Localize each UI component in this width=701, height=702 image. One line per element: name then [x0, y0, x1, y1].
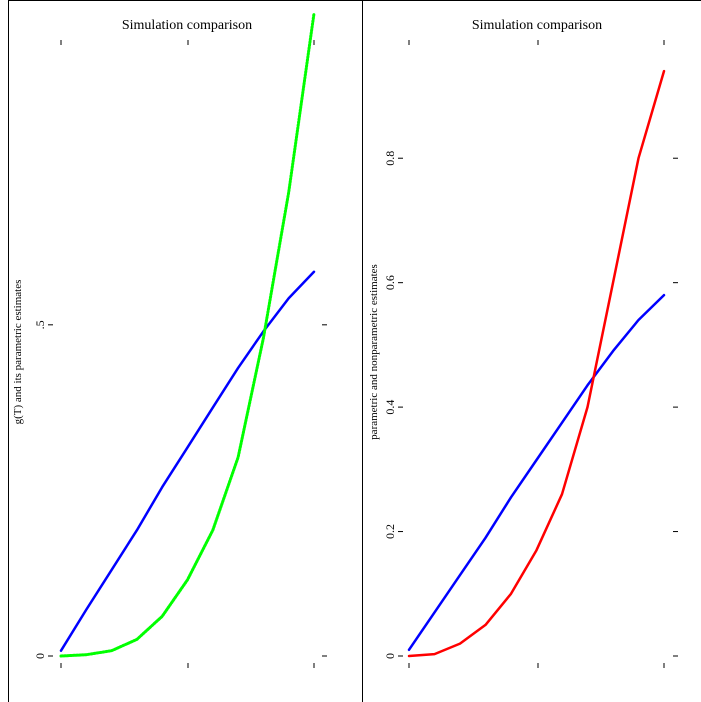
series-line-0 — [407, 293, 666, 652]
left-panel-y-axis-label: g(T) and its parametric estimates — [12, 280, 24, 425]
right-panel-title: Simulation comparison — [472, 18, 602, 33]
left-panel-plot-area — [59, 12, 316, 658]
right-panel-y-axis-label: parametric and nonparametric estimates — [368, 264, 380, 440]
y-tick-label: 0.4 — [383, 400, 397, 415]
series-line-0 — [59, 270, 316, 652]
series-line-1 — [59, 12, 316, 658]
right-panel: Simulation comparison parametric and non… — [368, 18, 678, 668]
y-tick-label: 0.2 — [383, 524, 397, 539]
y-tick-label: 0.8 — [383, 151, 397, 166]
right-panel-plot-area — [407, 69, 666, 658]
left-panel-title: Simulation comparison — [122, 18, 252, 33]
series-line-1 — [407, 69, 666, 658]
y-tick-label: .5 — [33, 320, 47, 329]
left-panel: Simulation comparison g(T) and its param… — [12, 12, 327, 668]
left-panel-axes: 0.5 — [33, 40, 327, 668]
y-tick-label: 0.6 — [383, 275, 397, 290]
y-tick-label: 0 — [383, 653, 397, 659]
y-tick-label: 0 — [33, 653, 47, 659]
right-panel-axes: 0 0.2 0.4 0.6 0.8 — [383, 40, 678, 668]
figure-frame — [8, 0, 701, 702]
